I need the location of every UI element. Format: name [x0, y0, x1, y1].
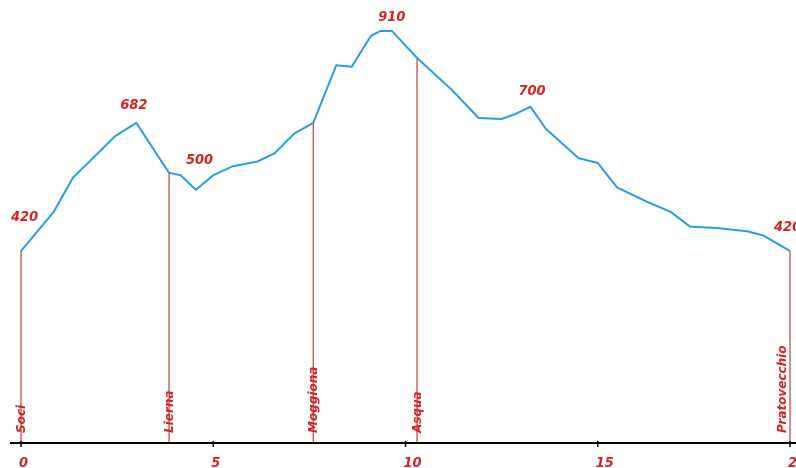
x-tick-label-0: 0	[19, 456, 28, 468]
elevation-label-420: 420	[773, 220, 796, 235]
town-label-moggiona: Moggiona	[306, 367, 320, 433]
x-tick-label-15: 15	[596, 456, 614, 468]
elevation-label-910: 910	[378, 10, 405, 25]
x-tick-label-5: 5	[211, 456, 220, 468]
x-tick-label-10: 10	[404, 456, 422, 468]
town-markers	[20, 57, 791, 443]
x-tick-label-20: 20	[788, 456, 796, 468]
elevation-label-420: 420	[10, 210, 38, 225]
town-label-soci: Soci	[14, 404, 28, 433]
x-axis-ticks: 0 5 10 15 20	[19, 441, 796, 468]
elevation-label-500: 500	[186, 153, 213, 168]
elevation-profile-line	[20, 30, 791, 252]
elevation-label-682: 682	[120, 98, 147, 113]
elevation-labels: 420 682 500 910 700 420	[10, 10, 796, 235]
town-label-pratovecchio: Pratovecchio	[775, 345, 789, 433]
elevation-label-700: 700	[518, 84, 545, 99]
town-label-asqua: Asqua	[410, 391, 424, 434]
town-label-lierna: Lierna	[162, 391, 176, 433]
town-labels: Soci Lierna Moggiona Asqua Pratovecchio	[14, 345, 789, 434]
